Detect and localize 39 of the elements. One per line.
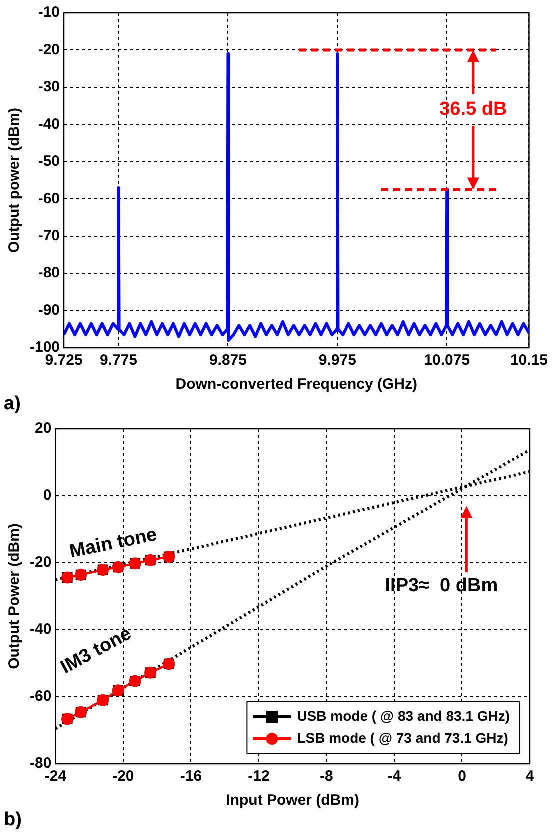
text: a) (4, 394, 21, 415)
y-tick-label: -80 (38, 264, 60, 282)
x-tick-label: 10.075 (424, 352, 470, 370)
y-axis-title: Output Power (dBm) (6, 524, 24, 670)
legend-label: USB mode ( @ 83 and 83.1 GHz) (297, 708, 510, 724)
x-tick-label: -20 (112, 768, 134, 786)
x-tick-label: 9.725 (45, 352, 83, 370)
x-tick-label: 9.875 (209, 352, 247, 370)
y-axis-title: Output power (dBm) (6, 108, 24, 253)
x-tick-label: -16 (180, 768, 202, 786)
x-tick-label: 4 (526, 768, 535, 786)
y-tick-label: 20 (34, 420, 52, 438)
x-axis-title: Down-converted Frequency (GHz) (176, 376, 418, 394)
x-tick-label: 10.15 (510, 352, 548, 370)
y-tick-label: 0 (43, 487, 52, 504)
y-tick-label: -60 (38, 190, 60, 208)
x-tick-label: 9.775 (100, 352, 138, 370)
y-tick-label: -20 (38, 41, 60, 58)
y-tick-label: -90 (38, 302, 60, 319)
annotation: IM3 tone (57, 623, 136, 678)
y-tick-label: -50 (38, 153, 60, 170)
y-tick-label: -20 (30, 554, 52, 572)
y-tick-label: -40 (30, 621, 52, 638)
x-tick-label: -4 (388, 768, 402, 786)
y-tick-label: -70 (38, 227, 60, 244)
y-tick-label: -10 (38, 4, 60, 22)
y-tick-label: -60 (30, 688, 52, 706)
annotation: Main tone (68, 524, 160, 563)
x-tick-label: -8 (320, 768, 334, 786)
x-axis-title: Input Power (dBm) (226, 792, 360, 810)
legend-label: LSB mode ( @ 73 and 73.1 GHz) (297, 730, 508, 746)
x-tick-label: -12 (248, 768, 270, 786)
y-tick-label: -30 (38, 78, 60, 96)
annotation: IIP3≈ 0 dBm (385, 576, 498, 597)
x-tick-label: 0 (458, 768, 466, 786)
annotation: 36.5 dB (440, 99, 508, 120)
y-tick-label: -40 (38, 116, 60, 133)
x-tick-label: 9.975 (318, 352, 356, 370)
text: b) (4, 810, 22, 831)
